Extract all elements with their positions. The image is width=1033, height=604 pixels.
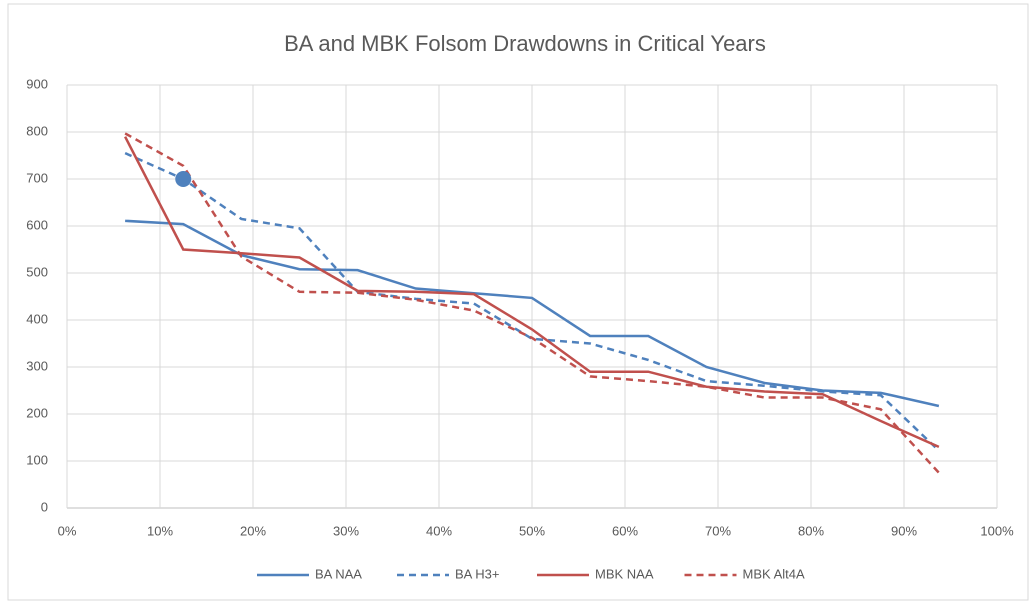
y-tick-label: 500 (26, 264, 48, 279)
y-tick-label: 800 (26, 123, 48, 138)
series-line (124, 136, 940, 449)
x-tick-label: 100% (980, 523, 1014, 538)
x-tick-label: 30% (333, 523, 359, 538)
chart-frame (7, 3, 1029, 601)
y-tick-label: 400 (26, 311, 48, 326)
x-tick-label: 90% (891, 523, 917, 538)
chart-title: BA and MBK Folsom Drawdowns in Critical … (284, 31, 766, 56)
series-line (124, 132, 940, 474)
legend-label: BA H3+ (455, 566, 499, 581)
x-tick-label: 80% (798, 523, 824, 538)
x-tick-label: 50% (519, 523, 545, 538)
legend-label: BA NAA (315, 566, 362, 581)
series-line (125, 219, 940, 408)
x-tick-label: 70% (705, 523, 731, 538)
x-tick-label: 20% (240, 523, 266, 538)
x-tick-label: 10% (147, 523, 173, 538)
y-tick-label: 300 (26, 358, 48, 373)
legend-label: MBK Alt4A (743, 566, 805, 581)
y-tick-label: 900 (26, 76, 48, 91)
legend-label: MBK NAA (595, 566, 654, 581)
y-tick-label: 0 (41, 499, 48, 514)
x-tick-label: 60% (612, 523, 638, 538)
highlight-point (175, 171, 192, 187)
x-tick-label: 0% (58, 523, 77, 538)
y-tick-label: 700 (26, 170, 48, 185)
x-tick-label: 40% (426, 523, 452, 538)
y-tick-label: 600 (26, 217, 48, 232)
y-tick-label: 200 (26, 405, 48, 420)
y-tick-label: 100 (26, 452, 48, 467)
